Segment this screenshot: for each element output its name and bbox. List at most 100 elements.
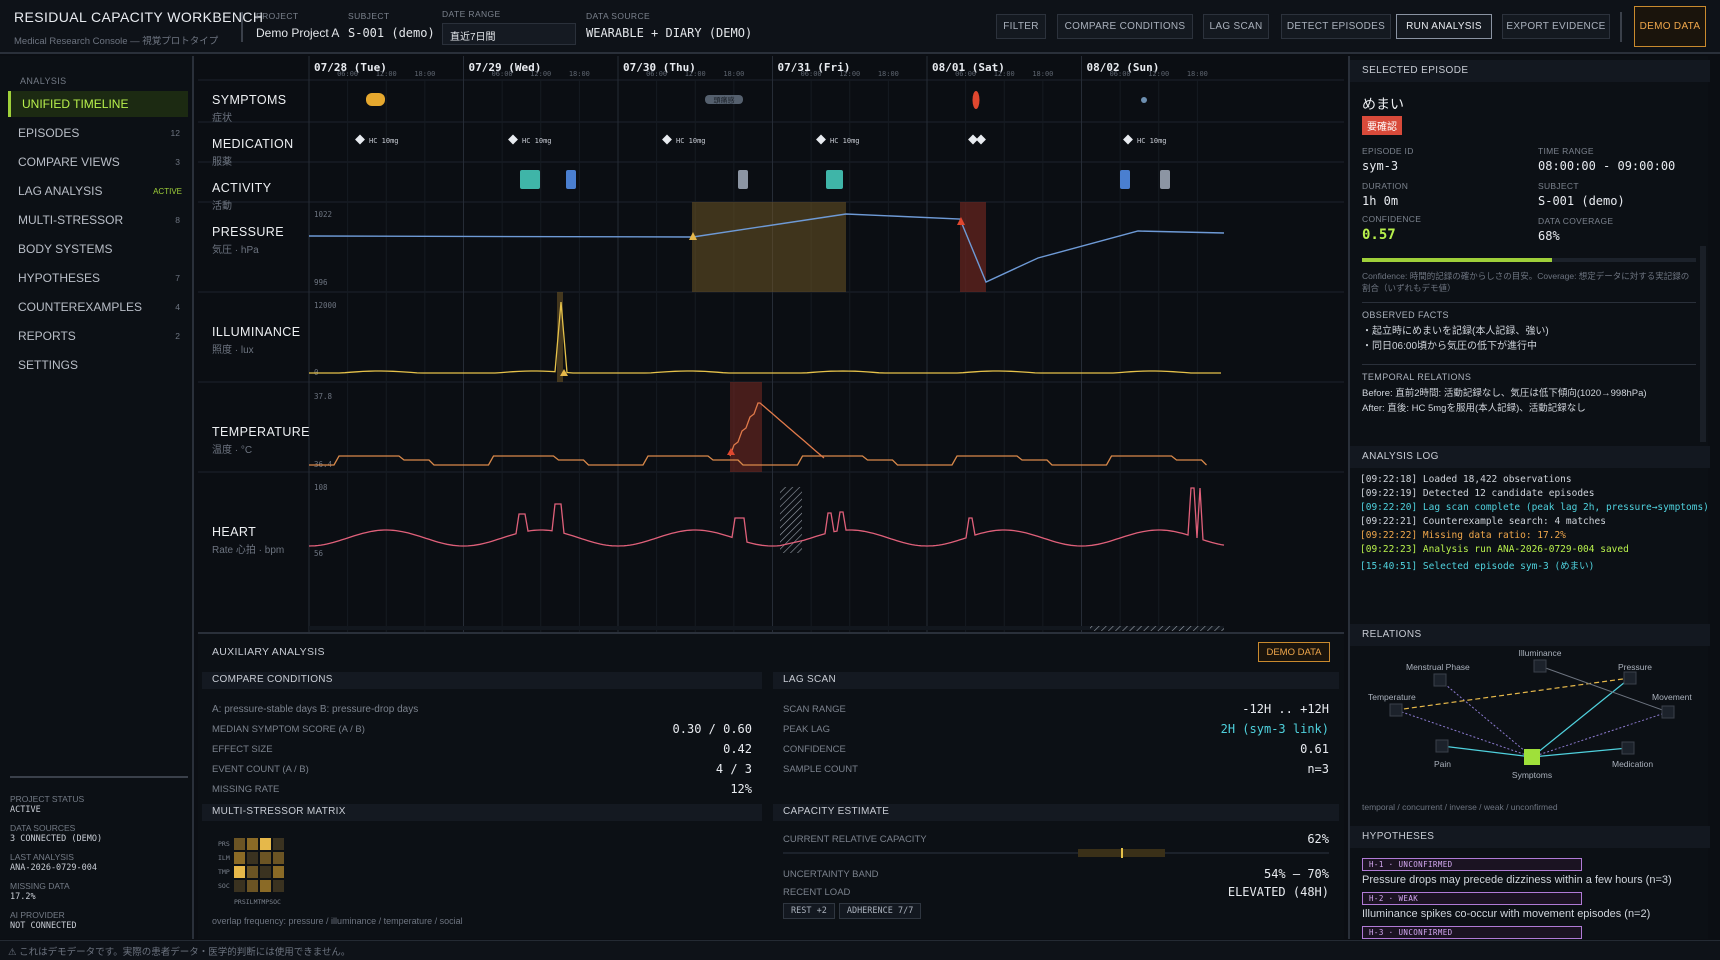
log-line: [15:40:51] Selected episode sym-3 (めまい) xyxy=(1360,561,1595,572)
status-key: DATA SOURCES xyxy=(10,823,76,833)
row-key: EFFECT SIZE xyxy=(212,743,273,755)
row-value: -12H .. +12H xyxy=(1242,702,1329,716)
hypothesis-text: Illuminance spikes co-occur with movemen… xyxy=(1362,908,1651,920)
day-label: 07/31 (Fri) xyxy=(778,61,851,74)
sidebar-item-lag-analysis[interactable]: LAG ANALYSIS ACTIVE xyxy=(8,178,188,204)
lag-row: SCAN RANGE -12H .. +12H xyxy=(783,702,1329,716)
subject-field: SUBJECT S-001 (demo) xyxy=(1538,181,1625,208)
compare-conditions-button[interactable]: COMPARE CONDITIONS xyxy=(1057,14,1193,39)
lane-title: HEART xyxy=(212,525,257,539)
confidence-bar-fill xyxy=(1362,258,1553,262)
activity-block xyxy=(520,170,540,189)
sidebar-item-label: LAG ANALYSIS xyxy=(18,184,103,198)
hour-label: 18:00 xyxy=(1187,70,1208,78)
sidebar-item-reports[interactable]: REPORTS 2 xyxy=(8,323,188,349)
sidebar-item-settings[interactable]: SETTINGS xyxy=(8,352,188,378)
hour-label: 18:00 xyxy=(878,70,899,78)
lane-title: ACTIVITY xyxy=(212,181,272,195)
heart-tick: 56 xyxy=(314,549,324,558)
sidebar-item-episodes[interactable]: EPISODES 12 xyxy=(8,120,188,146)
lag-row: PEAK LAG 2H (sym-3 link) xyxy=(783,722,1329,736)
sidebar-item-label: HYPOTHESES xyxy=(18,271,101,285)
lane-label-medication: MEDICATION 服薬 xyxy=(198,137,340,168)
episode-scrollbar[interactable] xyxy=(1700,246,1706,442)
stressor-matrix[interactable]: PRS ILM TMP SOC PRSILMTMPSOC xyxy=(212,832,332,912)
heart-rate-line xyxy=(308,487,1225,547)
hour-label: 06:00 xyxy=(801,70,822,78)
hour-label: 12:00 xyxy=(839,70,860,78)
field-label: SUBJECT xyxy=(1538,181,1579,191)
lag-scan-button[interactable]: LAG SCAN xyxy=(1203,14,1269,39)
duration-field: DURATION 1h 0m xyxy=(1362,181,1408,208)
medication-label: HC 10mg xyxy=(369,137,399,145)
section-title: MULTI-STRESSOR MATRIX xyxy=(202,804,762,821)
sidebar-item-label: MULTI-STRESSOR xyxy=(18,213,124,227)
matrix-cell xyxy=(247,866,258,878)
row-value: 54% – 70% xyxy=(1263,867,1329,881)
log-line: [09:22:21] Counterexample search: 4 matc… xyxy=(1360,516,1606,527)
field-label: TIME RANGE xyxy=(1538,146,1594,156)
pressure-tick: 996 xyxy=(314,278,328,287)
project-status-panel: PROJECT STATUS ACTIVE DATA SOURCES 3 CON… xyxy=(10,776,188,931)
sidebar-item-compare-views[interactable]: COMPARE VIEWS 3 xyxy=(8,149,188,175)
illuminance-tick: 12000 xyxy=(314,301,337,310)
matrix-cell xyxy=(260,852,271,864)
sidebar-item-body-systems[interactable]: BODY SYSTEMS xyxy=(8,236,188,262)
export-evidence-button[interactable]: EXPORT EVIDENCE xyxy=(1502,14,1610,39)
lane-subtitle: 服薬 xyxy=(212,157,232,168)
lane-subtitle: 気圧 · hPa xyxy=(212,245,259,256)
confidence-note: Confidence: 時間的記録の確からしさの目安。Coverage: 想定デ… xyxy=(1362,271,1690,293)
node-label: Symptoms xyxy=(1512,770,1552,780)
relation-edge xyxy=(1531,677,1631,758)
compare-row: EFFECT SIZE 0.42 xyxy=(212,742,752,756)
hour-label: 12:00 xyxy=(530,70,551,78)
status-key: AI PROVIDER xyxy=(10,910,65,920)
timeline-scroll-thumb xyxy=(1090,626,1224,631)
analysis-log: [09:22:18] Loaded 18,422 observations [09… xyxy=(1360,474,1709,572)
sidebar-item-counterexamples[interactable]: COUNTEREXAMPLES 4 xyxy=(8,294,188,320)
sidebar-item-label: COMPARE VIEWS xyxy=(18,155,120,169)
temporal-relations-list: Before: 直前2時間: 活動記録なし、気圧は低下傾向(1020→998hP… xyxy=(1362,386,1647,416)
data-source-label: DATA SOURCE xyxy=(586,11,651,21)
node-label: Illuminance xyxy=(1519,648,1562,658)
right-panel: SELECTED EPISODE めまい 要確認 EPISODE ID sym-3… xyxy=(1348,56,1710,942)
project-field[interactable]: PROJECT Demo Project A xyxy=(256,11,339,40)
log-line: [09:22:18] Loaded 18,422 observations xyxy=(1360,474,1572,485)
section-title: LAG SCAN xyxy=(773,672,1339,689)
filter-button[interactable]: FILTER xyxy=(996,14,1046,39)
capacity-gauge xyxy=(783,848,1329,858)
temperature-line xyxy=(309,455,1207,466)
row-key: UNCERTAINTY BAND xyxy=(783,868,879,880)
relations-graph[interactable]: Menstrual Phase Illuminance Pressure Tem… xyxy=(1350,648,1710,798)
hypothesis-item[interactable]: H-1 · UNCONFIRMED Pressure drops may prec… xyxy=(1362,858,1702,886)
temporal-relations-header: TEMPORAL RELATIONS xyxy=(1362,372,1472,382)
lane-label-temperature: TEMPERATURE 温度 · °C xyxy=(198,425,340,456)
detect-episodes-button[interactable]: DETECT EPISODES xyxy=(1281,14,1391,39)
timeline-canvas[interactable]: 07/28 (Tue)06:00 12:00 18:00 07/29 (Wed)06:… xyxy=(198,56,1344,632)
sidebar-item-multi-stressor[interactable]: MULTI-STRESSOR 8 xyxy=(8,207,188,233)
missing-data-hatch xyxy=(780,487,802,553)
run-analysis-button[interactable]: RUN ANALYSIS xyxy=(1396,14,1492,39)
sidebar-item-label: REPORTS xyxy=(18,329,76,343)
hypothesis-item[interactable]: H-2 · WEAK Illuminance spikes co-occur wi… xyxy=(1362,892,1702,920)
symptom-chip xyxy=(705,95,743,104)
compare-row: EVENT COUNT (A / B) 4 / 3 xyxy=(212,762,752,776)
field-value: 08:00:00 - 09:00:00 xyxy=(1538,159,1676,173)
date-range-select[interactable]: 直近7日間 xyxy=(442,23,576,45)
unified-timeline[interactable]: 07/28 (Tue) 06:00 12:00 18:00 07/29 (Wed) 06:… xyxy=(198,56,1344,632)
status-value: 17.2% xyxy=(10,892,36,902)
medication-dose-marker xyxy=(976,134,986,145)
hypothesis-item[interactable]: H-3 · UNCONFIRMED xyxy=(1362,926,1702,942)
demo-data-button[interactable]: DEMO DATA xyxy=(1634,6,1706,47)
field-value: 0.57 xyxy=(1362,227,1396,243)
activity-block xyxy=(738,170,748,189)
node-illuminance xyxy=(1533,659,1547,673)
subject-field[interactable]: SUBJECT S-001 (demo) xyxy=(348,11,435,40)
sidebar-item-unified-timeline[interactable]: UNIFIED TIMELINE xyxy=(8,91,188,117)
sidebar-item-hypotheses[interactable]: HYPOTHESES 7 xyxy=(8,265,188,291)
illuminance-marker xyxy=(560,369,568,376)
field-label: DURATION xyxy=(1362,181,1409,191)
selected-episode-header: SELECTED EPISODE xyxy=(1350,60,1710,82)
activity-block xyxy=(826,170,843,189)
status-value: ACTIVE xyxy=(10,805,41,815)
